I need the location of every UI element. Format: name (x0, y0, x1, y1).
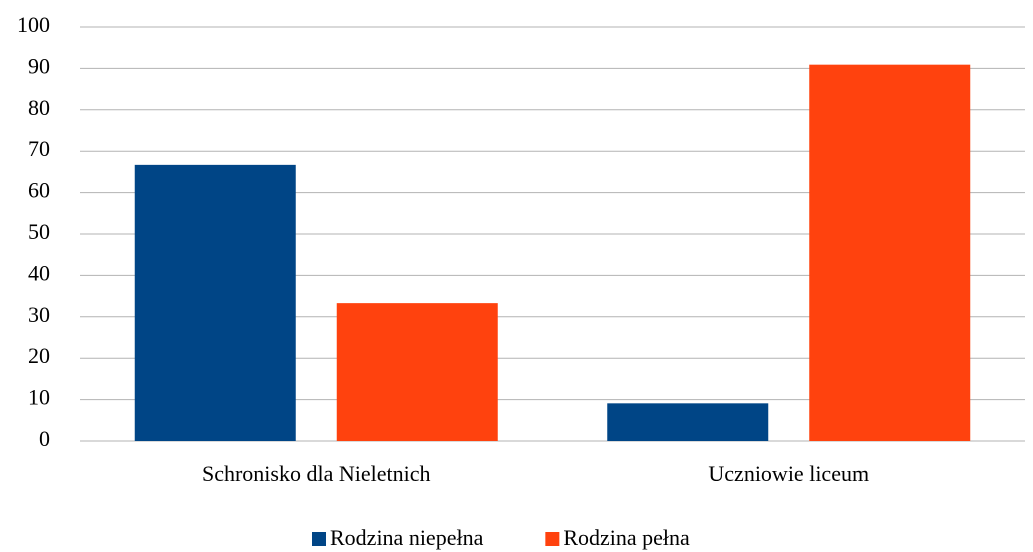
y-tick-label: 30 (28, 302, 50, 327)
bar (809, 64, 971, 441)
legend-label: Rodzina niepełna (330, 525, 484, 550)
y-tick-label: 20 (28, 343, 50, 368)
legend-swatch (312, 532, 326, 546)
y-tick-label: 90 (28, 53, 50, 78)
bar (134, 164, 296, 441)
bar (607, 403, 769, 441)
y-tick-label: 60 (28, 178, 50, 203)
legend-label: Rodzina pełna (563, 525, 690, 550)
y-tick-label: 40 (28, 260, 50, 285)
y-tick-label: 80 (28, 95, 50, 120)
x-tick-label: Schronisko dla Nieletnich (202, 461, 431, 486)
legend-swatch (545, 532, 560, 546)
y-tick-label: 0 (39, 426, 50, 451)
x-tick-label: Uczniowie liceum (708, 461, 869, 486)
bar (336, 303, 498, 441)
y-tick-label: 10 (28, 385, 50, 410)
y-tick-label: 100 (17, 12, 50, 37)
y-tick-label: 50 (28, 219, 50, 244)
y-tick-label: 70 (28, 136, 50, 161)
